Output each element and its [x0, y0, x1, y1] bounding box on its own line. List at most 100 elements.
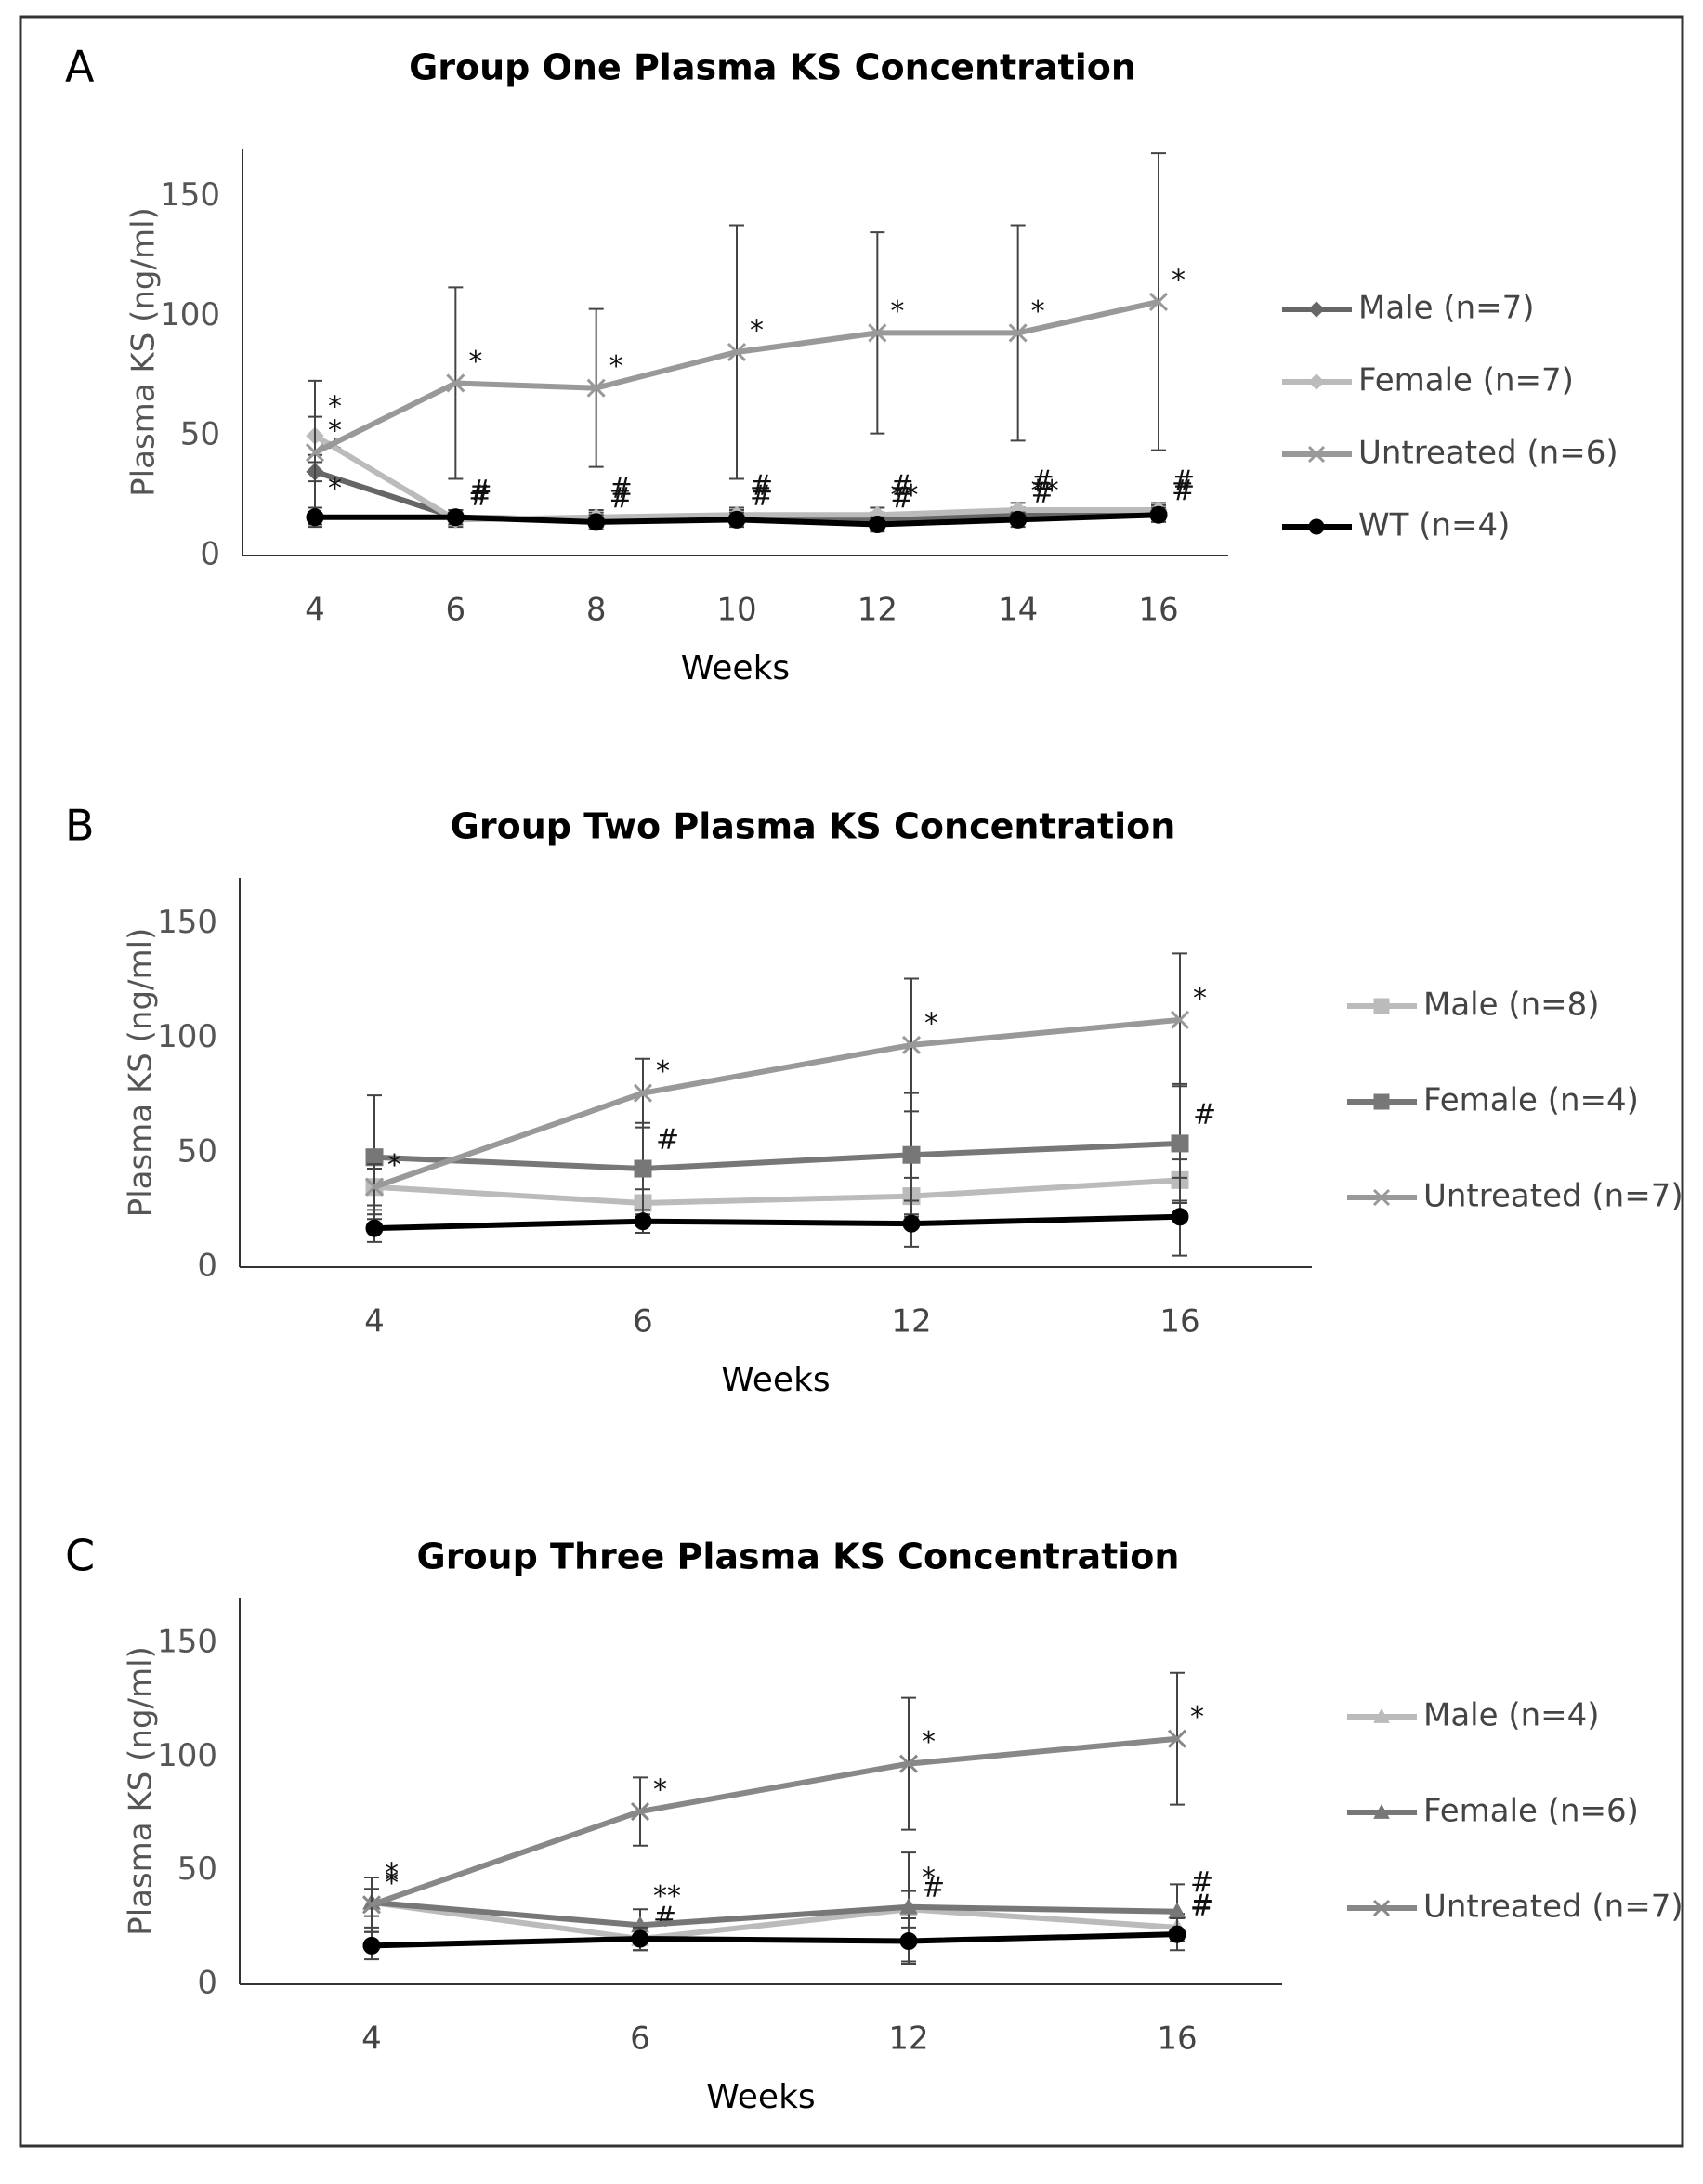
annotation: * — [1193, 982, 1207, 1014]
annotation: * — [385, 1867, 399, 1900]
point — [630, 1801, 650, 1822]
series-line — [373, 1177, 1181, 1206]
legend-label: Male (n=4) — [1423, 1697, 1600, 1734]
legend-label: Untreated (n=7) — [1423, 1889, 1683, 1926]
point — [1373, 1093, 1390, 1110]
annotation: ** — [1031, 475, 1059, 507]
point — [902, 1145, 921, 1164]
annotation: * — [468, 346, 482, 378]
point — [1170, 1010, 1190, 1029]
annotation: * — [328, 415, 342, 448]
legend-label: Female (n=7) — [1358, 362, 1574, 399]
series-line — [371, 1735, 1178, 1908]
annotation: # — [890, 482, 913, 515]
annotation: # — [1031, 477, 1055, 510]
point — [362, 1936, 381, 1955]
x-tick-label: 4 — [364, 1303, 385, 1340]
series-line — [373, 1213, 1181, 1232]
annotation: * — [328, 391, 342, 424]
frame — [19, 15, 1684, 2148]
x-tick-label: 6 — [633, 1303, 653, 1340]
x-tick-label: 12 — [888, 2021, 928, 2058]
series-line — [371, 1899, 1178, 1942]
legend-label: Female (n=4) — [1423, 1082, 1639, 1119]
series-line — [371, 1931, 1178, 1949]
point — [365, 1148, 384, 1167]
point — [1373, 998, 1390, 1014]
x-axis-label: Weeks — [706, 2078, 815, 2116]
x-tick-label: 16 — [1157, 2021, 1197, 2058]
legend-label: Untreated (n=7) — [1423, 1178, 1683, 1215]
point — [587, 513, 606, 531]
y-tick-label: 50 — [177, 1851, 217, 1888]
annotation: # — [1190, 1890, 1213, 1922]
legend-label: WT (n=4) — [1358, 507, 1510, 544]
legend-label: Female (n=6) — [1423, 1793, 1639, 1830]
x-tick-label: 16 — [1159, 1303, 1199, 1340]
annotation: # — [922, 1872, 945, 1904]
annotation: * — [922, 1726, 936, 1759]
point — [634, 1212, 652, 1231]
point — [868, 323, 887, 343]
point — [1148, 292, 1169, 311]
x-tick-label: 6 — [446, 592, 466, 629]
point — [586, 378, 606, 398]
series-line — [371, 1899, 1178, 1929]
point — [1171, 1134, 1189, 1153]
point — [1168, 1925, 1186, 1943]
annotation: # — [750, 479, 773, 512]
y-axis-label: Plasma KS (ng/ml) — [123, 1646, 160, 1936]
point — [306, 508, 324, 527]
y-tick-label: 150 — [157, 904, 217, 941]
annotation: # — [1031, 465, 1055, 498]
panel-label: A — [65, 42, 95, 92]
series-line — [373, 1140, 1181, 1172]
annotation: * — [1190, 1701, 1204, 1733]
point — [1171, 1208, 1189, 1226]
annotation: * — [1172, 264, 1186, 296]
legend-label: Untreated (n=6) — [1358, 435, 1618, 472]
annotation: # — [1190, 1890, 1213, 1922]
x-tick-label: 16 — [1138, 592, 1178, 629]
x-tick-label: 8 — [586, 592, 607, 629]
point — [361, 1895, 382, 1915]
y-tick-label: 100 — [157, 1018, 217, 1055]
y-tick-label: 0 — [197, 1965, 217, 2002]
annotation: # — [890, 470, 913, 503]
annotation: * — [653, 1774, 667, 1807]
point — [1373, 1707, 1390, 1723]
annotation: # — [468, 475, 491, 507]
chart-title: Group Two Plasma KS Concentration — [451, 806, 1176, 847]
annotation: # — [1172, 475, 1195, 507]
point — [634, 1159, 652, 1178]
annotation: * — [387, 1149, 401, 1182]
y-tick-label: 150 — [157, 1623, 217, 1660]
annotation: * — [750, 315, 764, 347]
point — [364, 1177, 385, 1197]
x-tick-label: 10 — [716, 592, 756, 629]
panel-label: C — [65, 1531, 95, 1581]
point — [633, 1083, 653, 1103]
point — [1372, 1899, 1391, 1917]
annotation: # — [1193, 1098, 1216, 1131]
annotation: ** — [890, 479, 918, 512]
annotation: # — [653, 1902, 676, 1934]
x-tick-label: 4 — [305, 592, 325, 629]
panel-label: B — [65, 801, 95, 851]
annotation: * — [609, 350, 623, 383]
y-tick-label: 100 — [157, 1737, 217, 1774]
point — [1372, 1188, 1391, 1207]
annotation: * — [385, 1864, 399, 1897]
annotation: * — [922, 1862, 936, 1894]
x-tick-label: 12 — [891, 1303, 931, 1340]
annotation: # — [609, 482, 633, 515]
point — [868, 516, 886, 534]
point — [899, 1932, 918, 1951]
x-axis-label: Weeks — [681, 649, 790, 687]
chart-title: Group Three Plasma KS Concentration — [417, 1537, 1180, 1577]
annotation: ** — [653, 1880, 681, 1913]
point — [1009, 510, 1028, 529]
x-tick-label: 6 — [630, 2021, 650, 2058]
point — [446, 508, 465, 527]
